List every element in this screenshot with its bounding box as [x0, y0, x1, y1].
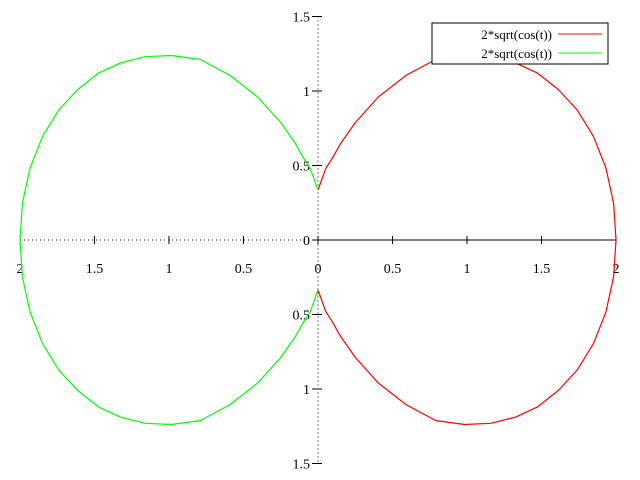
x-tick-label: 0.5	[235, 262, 253, 277]
series-lines	[19, 54, 617, 426]
y-tick-label: 1	[303, 85, 310, 100]
y-tick-label: 1.5	[293, 11, 311, 26]
y-tick-label: 1	[303, 383, 310, 398]
series-line-1	[317, 54, 617, 426]
legend-label-1: 2*sqrt(cos(t))	[481, 27, 552, 42]
series-line-2	[19, 54, 319, 426]
x-tick-label: 1.5	[533, 262, 551, 277]
x-tick-label: 1.5	[86, 262, 104, 277]
x-tick-label: 0	[315, 262, 322, 277]
x-tick-label: 0.5	[384, 262, 402, 277]
x-tick-label: 2	[17, 262, 24, 277]
y-tick-label: 0.5	[293, 160, 311, 175]
y-tick-label: 0	[303, 234, 310, 249]
x-tick-label: 2	[613, 262, 620, 277]
x-tick-label: 1	[166, 262, 173, 277]
legend: 2*sqrt(cos(t)) 2*sqrt(cos(t))	[431, 22, 609, 65]
y-tick-label: 1.5	[293, 458, 311, 473]
ticks: 2 1.5 1 0.5 0 0.5 1 1.5 21.510.500.511.5	[17, 11, 620, 473]
legend-box	[431, 22, 609, 65]
legend-label-2: 2*sqrt(cos(t))	[481, 46, 552, 61]
x-tick-label: 1	[464, 262, 471, 277]
